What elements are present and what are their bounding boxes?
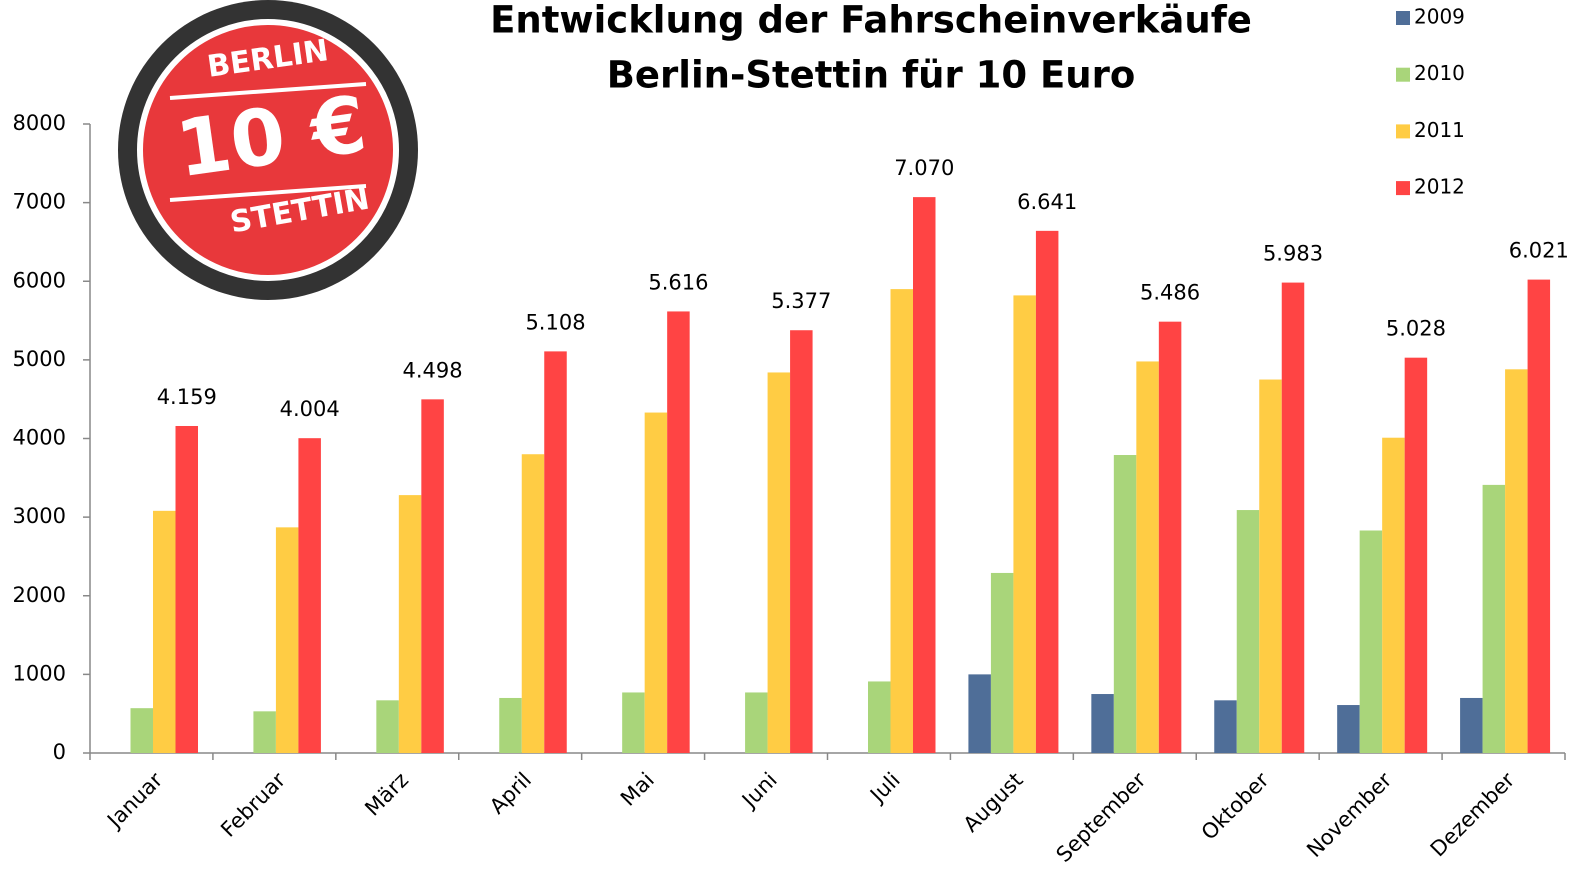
x-tick-label: Dezember — [1426, 768, 1520, 862]
bar — [890, 289, 913, 753]
legend-swatch — [1396, 181, 1410, 196]
bar — [1337, 705, 1360, 753]
bar — [790, 330, 813, 753]
x-tick-label: März — [360, 768, 413, 821]
x-tick-label: August — [959, 768, 1028, 837]
x-tick-label: September — [1052, 768, 1151, 867]
data-label: 5.377 — [771, 289, 831, 313]
bar — [1359, 530, 1383, 753]
y-tick-label: 5000 — [13, 347, 66, 371]
y-tick-label: 8000 — [13, 111, 66, 135]
bar — [298, 438, 321, 753]
legend-label: 2012 — [1414, 175, 1465, 199]
bar — [499, 697, 522, 753]
y-tick-label: 2000 — [13, 583, 66, 607]
bar — [968, 674, 991, 753]
x-tick-label: Juni — [736, 768, 782, 814]
chart-title: Entwicklung der Fahrscheinverkäufe — [490, 0, 1252, 42]
bar — [1382, 437, 1405, 753]
bar — [398, 495, 422, 753]
legend-swatch — [1396, 11, 1410, 25]
bar — [1404, 357, 1428, 753]
data-label: 5.108 — [525, 310, 585, 334]
x-tick-label: Februar — [216, 768, 290, 842]
bar — [544, 351, 567, 753]
x-tick-label: Oktober — [1197, 768, 1274, 845]
data-label: 4.004 — [280, 397, 340, 421]
bar — [1505, 369, 1528, 753]
bar — [1113, 455, 1137, 753]
bar — [175, 425, 198, 753]
bar — [1214, 700, 1237, 753]
bar — [622, 692, 645, 753]
bar — [644, 412, 668, 753]
x-tick-label: Mai — [616, 768, 659, 811]
data-label: 4.498 — [403, 358, 463, 382]
bar — [253, 711, 276, 753]
bar — [1460, 697, 1483, 753]
bar — [1035, 230, 1059, 753]
bar — [1158, 321, 1182, 753]
logo: BERLIN 10 € STETTIN — [118, 0, 418, 300]
bar — [1136, 361, 1159, 753]
bar — [1482, 484, 1506, 753]
bar — [913, 197, 936, 754]
bar — [1091, 694, 1114, 753]
bar — [990, 572, 1014, 753]
bar — [1236, 510, 1260, 753]
bar — [1281, 282, 1305, 753]
bar — [376, 700, 399, 753]
bar — [153, 510, 176, 753]
bar — [1527, 279, 1551, 753]
data-label: 5.486 — [1140, 281, 1200, 305]
data-label: 7.070 — [894, 156, 954, 180]
bar — [421, 399, 444, 753]
data-label: 4.159 — [157, 385, 217, 409]
bar — [130, 708, 153, 753]
y-tick-label: 6000 — [13, 268, 66, 292]
chart-title: Berlin-Stettin für 10 Euro — [607, 54, 1136, 97]
legend-swatch — [1396, 124, 1410, 139]
legend-label: 2009 — [1414, 5, 1465, 29]
legend-label: 2010 — [1414, 61, 1465, 85]
bar — [275, 527, 299, 753]
y-tick-label: 0 — [53, 740, 66, 764]
y-tick-label: 3000 — [13, 504, 66, 528]
bar — [1013, 295, 1036, 753]
y-tick-label: 7000 — [13, 190, 66, 214]
x-tick-label: Juli — [864, 768, 904, 808]
data-label: 5.616 — [648, 270, 708, 294]
bar — [1259, 379, 1282, 753]
bar — [521, 454, 545, 753]
bar — [767, 372, 791, 753]
data-label: 6.641 — [1017, 190, 1077, 214]
y-tick-label: 4000 — [13, 426, 66, 450]
data-label: 5.983 — [1263, 242, 1323, 266]
x-tick-label: Januar — [101, 768, 167, 834]
bar — [868, 681, 891, 753]
y-tick-label: 1000 — [13, 661, 66, 685]
data-label: 5.028 — [1386, 317, 1446, 341]
bar — [667, 311, 690, 753]
legend-label: 2011 — [1414, 118, 1465, 142]
x-tick-label: November — [1302, 768, 1396, 862]
x-tick-label: April — [485, 768, 536, 819]
bar — [745, 692, 768, 753]
legend-swatch — [1396, 67, 1410, 82]
data-label: 6.021 — [1509, 239, 1569, 263]
